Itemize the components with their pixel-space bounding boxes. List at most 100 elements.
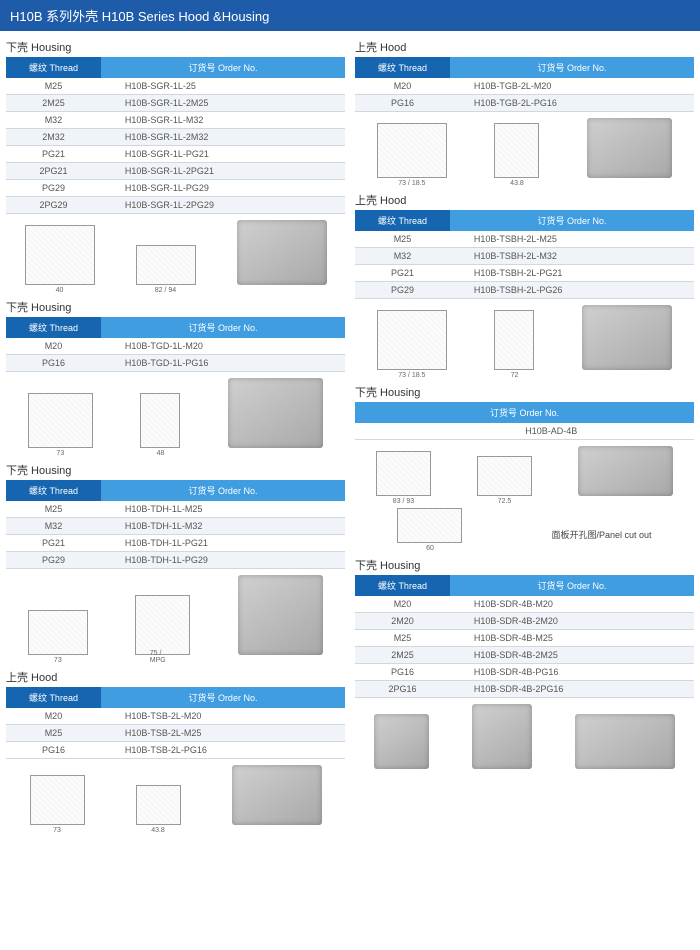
cell-orderno: H10B-SGR-1L-25: [101, 78, 345, 95]
block-label: 上壳 Hood: [6, 667, 345, 687]
technical-drawing: [140, 393, 180, 448]
cell-thread: PG16: [6, 355, 101, 372]
cell-orderno: H10B-SDR-4B-2PG16: [450, 681, 694, 698]
table-row: PG16H10B-TGB-2L-PG16: [355, 95, 694, 112]
cell-orderno: H10B-SGR-1L-2M32: [101, 129, 345, 146]
cell-orderno: H10B-TGB-2L-PG16: [450, 95, 694, 112]
cell-orderno: H10B-TGB-2L-M20: [450, 78, 694, 95]
spec-table: 订货号 Order No.H10B-AD-4B: [355, 402, 694, 440]
cell-orderno: H10B-SGR-1L-PG21: [101, 146, 345, 163]
header-orderno: 订货号 Order No.: [101, 317, 345, 338]
cell-thread: 2M25: [6, 95, 101, 112]
cell-orderno: H10B-SGR-1L-2PG29: [101, 197, 345, 214]
table-row: PG16H10B-SDR-4B-PG16: [355, 664, 694, 681]
cell-thread: PG29: [6, 180, 101, 197]
cell-orderno: H10B-TDH-1L-PG21: [101, 535, 345, 552]
cell-orderno: H10B-SGR-1L-2PG21: [101, 163, 345, 180]
cell-orderno: H10B-TSBH-2L-M32: [450, 248, 694, 265]
section-block: 下壳 Housing螺纹 Thread订货号 Order No.M25H10B-…: [6, 460, 345, 661]
cell-thread: [355, 423, 408, 440]
technical-drawing: [494, 310, 534, 370]
cell-thread: PG21: [6, 535, 101, 552]
table-row: H10B-AD-4B: [355, 423, 694, 440]
table-row: 2M25H10B-SGR-1L-2M25: [6, 95, 345, 112]
spec-table: 螺纹 Thread订货号 Order No.M25H10B-SGR-1L-252…: [6, 57, 345, 214]
block-label: 下壳 Housing: [6, 460, 345, 480]
table-row: 2M20H10B-SDR-4B-2M20: [355, 613, 694, 630]
header-thread: 螺纹 Thread: [355, 575, 450, 596]
table-row: M25H10B-TSB-2L-M25: [6, 725, 345, 742]
product-photo: [374, 714, 429, 769]
table-row: PG16H10B-TGD-1L-PG16: [6, 355, 345, 372]
technical-drawing: [25, 225, 95, 285]
section-block: 下壳 Housing螺纹 Thread订货号 Order No.M20H10B-…: [355, 555, 694, 775]
cell-thread: PG29: [6, 552, 101, 569]
header-orderno: 订货号 Order No.: [450, 210, 694, 231]
cell-orderno: H10B-TSBH-2L-M25: [450, 231, 694, 248]
table-row: 2PG29H10B-SGR-1L-2PG29: [6, 197, 345, 214]
technical-drawing: [136, 245, 196, 285]
cell-orderno: H10B-TSBH-2L-PG21: [450, 265, 694, 282]
product-photo: [228, 378, 323, 448]
cell-orderno: H10B-TDH-1L-M25: [101, 501, 345, 518]
table-row: M25H10B-SDR-4B-M25: [355, 630, 694, 647]
cell-thread: 2PG29: [6, 197, 101, 214]
spec-table: 螺纹 Thread订货号 Order No.M20H10B-SDR-4B-M20…: [355, 575, 694, 698]
cell-thread: 2PG16: [355, 681, 450, 698]
table-row: M25H10B-TSBH-2L-M25: [355, 231, 694, 248]
header-thread: 螺纹 Thread: [6, 480, 101, 501]
spec-table: 螺纹 Thread订货号 Order No.M25H10B-TSBH-2L-M2…: [355, 210, 694, 299]
cell-thread: 2M20: [355, 613, 450, 630]
spec-table: 螺纹 Thread订货号 Order No.M20H10B-TSB-2L-M20…: [6, 687, 345, 759]
cell-orderno: H10B-SDR-4B-PG16: [450, 664, 694, 681]
header-orderno: 订货号 Order No.: [101, 687, 345, 708]
product-photo: [232, 765, 322, 825]
header-orderno: 订货号 Order No.: [101, 57, 345, 78]
block-label: 下壳 Housing: [355, 555, 694, 575]
spec-table: 螺纹 Thread订货号 Order No.M25H10B-TDH-1L-M25…: [6, 480, 345, 569]
header-orderno: 订货号 Order No.: [450, 57, 694, 78]
table-row: M20H10B-TGD-1L-M20: [6, 338, 345, 355]
cell-orderno: H10B-TGD-1L-M20: [101, 338, 345, 355]
table-row: PG29H10B-TSBH-2L-PG26: [355, 282, 694, 299]
spec-table: 螺纹 Thread订货号 Order No.M20H10B-TGB-2L-M20…: [355, 57, 694, 112]
technical-drawing: [135, 595, 190, 655]
technical-drawing: [30, 775, 85, 825]
cell-thread: M25: [6, 725, 101, 742]
cell-thread: 2PG21: [6, 163, 101, 180]
image-row: [6, 372, 345, 454]
table-row: PG29H10B-SGR-1L-PG29: [6, 180, 345, 197]
product-photo: [237, 220, 327, 285]
cell-orderno: H10B-TSBH-2L-PG26: [450, 282, 694, 299]
cell-thread: PG21: [6, 146, 101, 163]
cell-thread: PG21: [355, 265, 450, 282]
cell-thread: 2M32: [6, 129, 101, 146]
header-thread: 螺纹 Thread: [355, 57, 450, 78]
block-label: 下壳 Housing: [6, 297, 345, 317]
block-label: 下壳 Housing: [6, 37, 345, 57]
cell-thread: M25: [355, 231, 450, 248]
block-label: 上壳 Hood: [355, 190, 694, 210]
image-row: [6, 214, 345, 291]
table-row: M32H10B-TDH-1L-M32: [6, 518, 345, 535]
cell-thread: M32: [355, 248, 450, 265]
header-orderno: 订货号 Order No.: [101, 480, 345, 501]
header-thread: 螺纹 Thread: [6, 687, 101, 708]
section-block: 上壳 Hood螺纹 Thread订货号 Order No.M20H10B-TSB…: [6, 667, 345, 831]
cell-orderno: H10B-TGD-1L-PG16: [101, 355, 345, 372]
image-row: [6, 569, 345, 661]
table-row: M20H10B-TGB-2L-M20: [355, 78, 694, 95]
image-row: 面板开孔图/Panel cut out: [355, 502, 694, 549]
content-columns: 下壳 Housing螺纹 Thread订货号 Order No.M25H10B-…: [0, 31, 700, 837]
product-photo: [472, 704, 532, 769]
table-row: PG21H10B-SGR-1L-PG21: [6, 146, 345, 163]
left-column: 下壳 Housing螺纹 Thread订货号 Order No.M25H10B-…: [6, 37, 345, 831]
cell-orderno: H10B-TSB-2L-M25: [101, 725, 345, 742]
spec-table: 螺纹 Thread订货号 Order No.M20H10B-TGD-1L-M20…: [6, 317, 345, 372]
table-row: M20H10B-TSB-2L-M20: [6, 708, 345, 725]
cell-orderno: H10B-SDR-4B-2M20: [450, 613, 694, 630]
table-row: M20H10B-SDR-4B-M20: [355, 596, 694, 613]
product-photo: [578, 446, 673, 496]
technical-drawing: [28, 610, 88, 655]
cell-orderno: H10B-SDR-4B-M25: [450, 630, 694, 647]
